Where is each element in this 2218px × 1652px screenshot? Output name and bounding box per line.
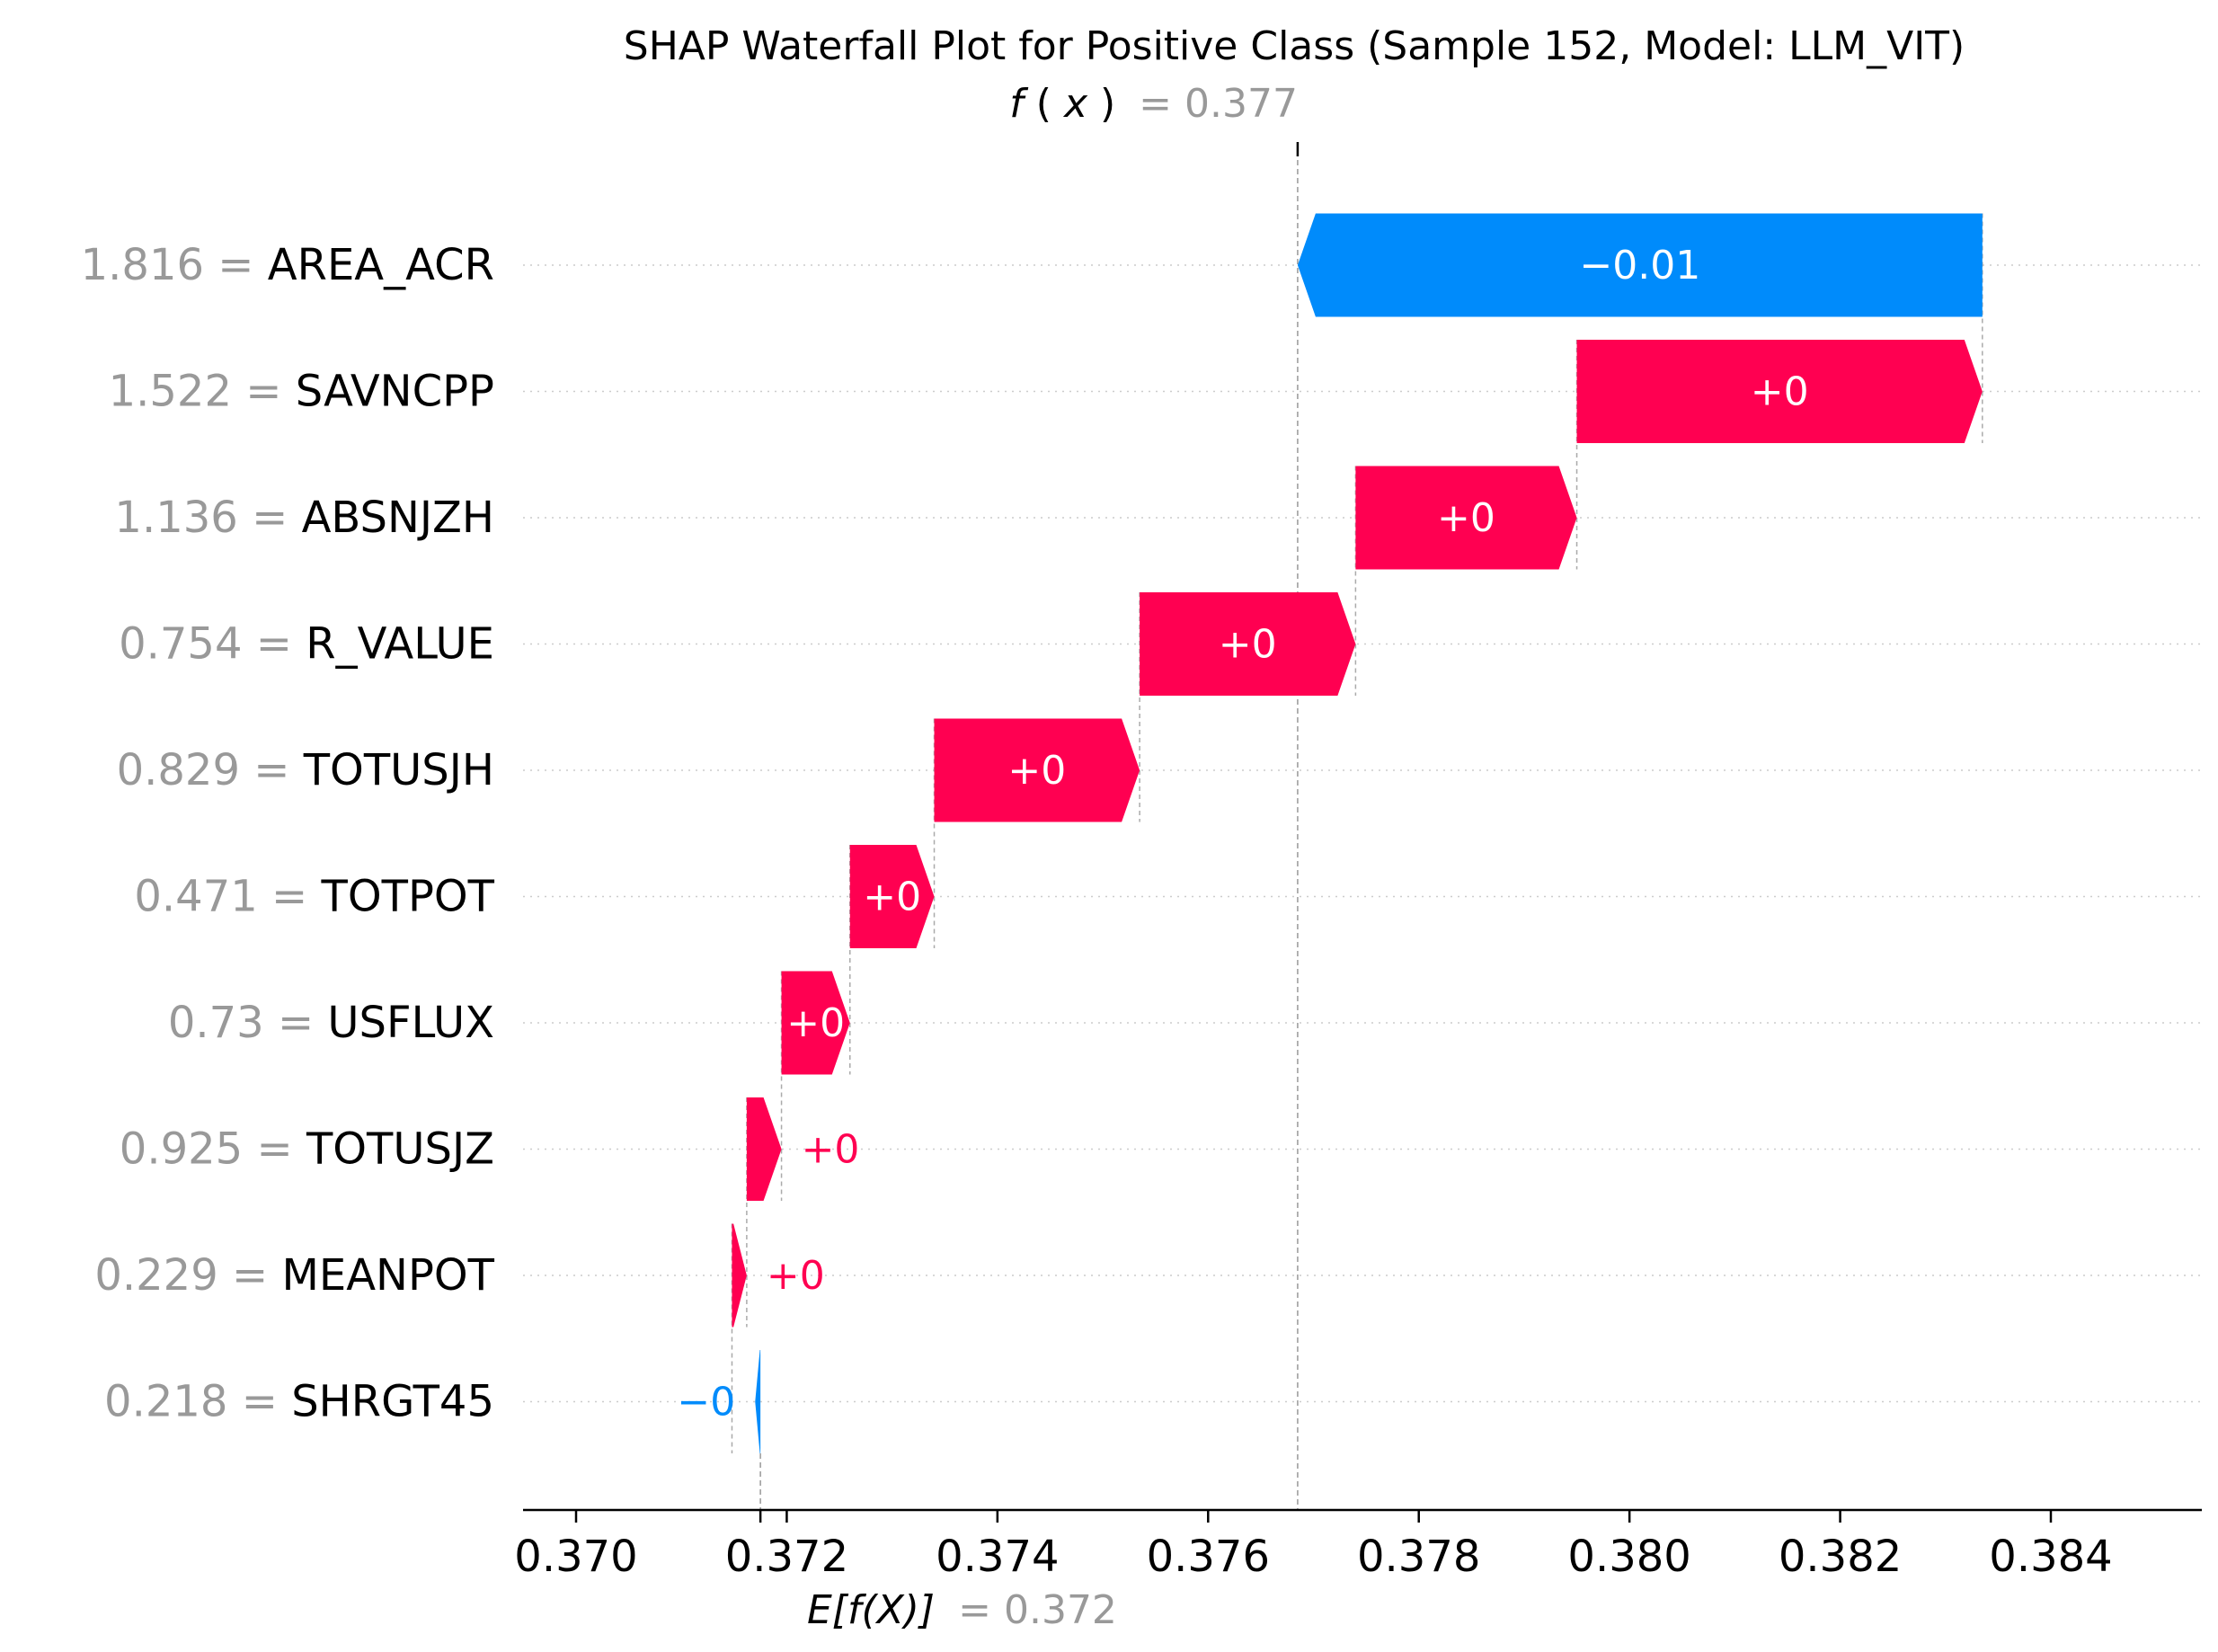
bar-value-label: +0 [1437,495,1495,541]
feature-label: 1.136 = ABSNJZH [114,493,494,543]
feature-label: 0.229 = MEANPOT [94,1250,494,1301]
feature-value: 0.218 = [104,1377,291,1427]
feature-label: 0.471 = TOTPOT [134,872,494,922]
shap-bar-totusjh [934,718,1140,822]
chart-title: SHAP Waterfall Plot for Positive Class (… [624,23,1965,69]
x-tick-label: 0.384 [1989,1532,2112,1582]
feature-name: R_VALUE [306,619,494,670]
x-axis-ticks: 0.370 0.372 0.374 0.376 0.378 0.380 0.382 0.384 [514,1510,2113,1582]
x-tick-label: 0.382 [1779,1532,1902,1582]
feature-name: TOTPOT [321,872,495,922]
feature-labels: −0.01 1.816 = AREA_ACR +0 1.522 = SAVNCPP +0… [81,240,1809,1427]
shap-bar-absnjzh [1355,466,1577,570]
efx-label: E[f(X)] [807,1587,935,1633]
fx-label-prefix: f [1009,81,1029,127]
efx-value-text: = 0.372 [958,1587,1117,1633]
shap-bar-totpot [849,845,935,948]
bar-value-label: −0 [677,1380,735,1426]
feature-name: SAVNCPP [296,367,494,417]
x-tick-label: 0.380 [1567,1532,1690,1582]
shap-bar-shrgt45 [755,1350,761,1453]
feature-value: 0.925 = [120,1124,306,1175]
efx-annotation: E[f(X)] = 0.372 [807,1587,1117,1633]
feature-name: MEANPOT [281,1250,494,1301]
feature-value: 0.829 = [117,745,304,795]
reference-lines [731,142,1983,1510]
feature-name: ABSNJZH [302,493,494,543]
feature-label: 0.754 = R_VALUE [119,619,494,670]
x-tick-label: 0.370 [514,1532,637,1582]
shap-bar-savncpp [1576,340,1983,443]
feature-label: 0.829 = TOTUSJH [117,745,494,795]
fx-label-open: ( [1036,81,1051,127]
bar-value-label: +0 [802,1127,860,1173]
shap-bar-totusjz [746,1097,782,1201]
shap-bar-usflux [781,971,850,1075]
feature-name: SHRGT45 [291,1377,494,1427]
feature-label: 0.925 = TOTUSJZ [120,1124,494,1175]
bars [732,213,1983,1453]
feature-value: 0.229 = [94,1250,281,1301]
feature-value: 1.136 = [114,493,301,543]
bar-value-label: +0 [1219,622,1277,668]
shap-bar-meanpot [732,1223,747,1328]
feature-name: AREA_ACR [268,240,494,290]
feature-name: TOTUSJZ [306,1124,494,1175]
feature-label: 0.73 = USFLUX [168,998,494,1048]
feature-value: 1.522 = [109,367,296,417]
bar-value-label: −0.01 [1579,243,1700,289]
fx-label-var: x [1062,81,1088,127]
x-tick-label: 0.378 [1357,1532,1480,1582]
fx-value-text: = 0.377 [1139,81,1298,127]
feature-value: 0.73 = [168,998,328,1048]
x-tick-label: 0.372 [725,1532,848,1582]
feature-label: 0.218 = SHRGT45 [104,1377,494,1427]
x-tick-label: 0.376 [1147,1532,1270,1582]
bar-value-label: +0 [1751,369,1809,415]
shap-bar-area-acr [1297,213,1983,317]
feature-value: 0.471 = [134,872,321,922]
x-tick-label: 0.374 [936,1532,1059,1582]
fx-label-close: ) [1100,81,1115,127]
feature-label: 1.816 = AREA_ACR [81,240,494,290]
feature-name: USFLUX [327,998,494,1048]
fx-annotation: f ( x ) = 0.377 [1009,81,1298,127]
feature-name: TOTUSJH [303,745,494,795]
bar-value-label: +0 [786,1000,845,1046]
feature-value: 0.754 = [119,619,306,670]
shap-bar-r-value [1140,592,1356,696]
feature-label: 1.522 = SAVNCPP [109,367,494,417]
bar-value-label: +0 [863,875,921,920]
bar-value-label: +0 [1007,748,1066,794]
bar-value-label: +0 [767,1253,825,1299]
feature-value: 1.816 = [81,240,268,290]
